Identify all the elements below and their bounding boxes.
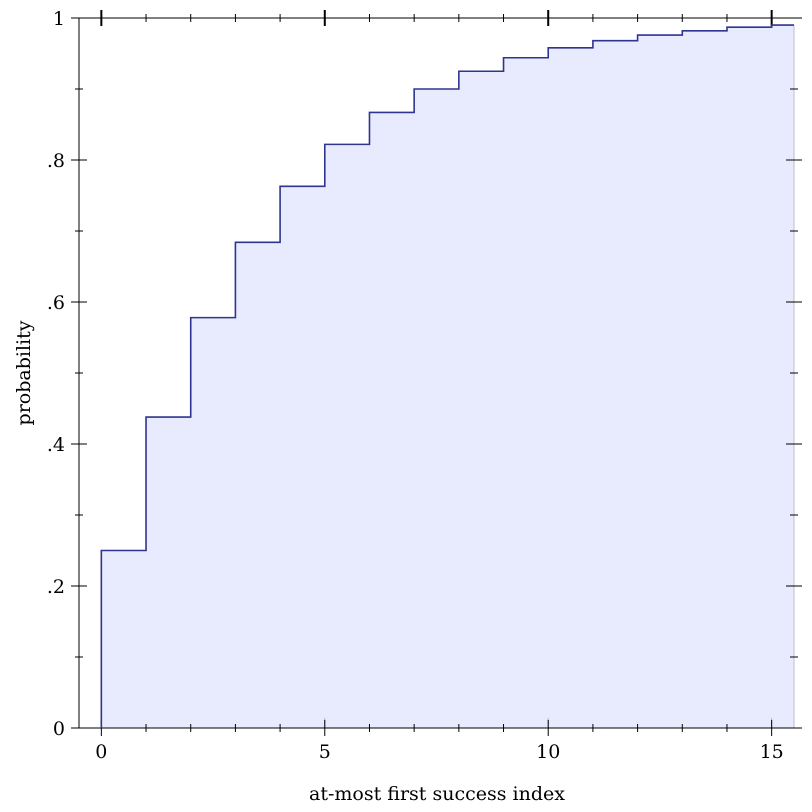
y-tick-label: .2 <box>47 576 65 598</box>
series-line-layer <box>100 24 794 728</box>
x-tick-label: 0 <box>95 741 107 763</box>
y-tick-label: 1 <box>53 8 65 30</box>
x-tick-label: 10 <box>536 741 560 763</box>
y-tick-label: .8 <box>47 150 65 172</box>
axes <box>71 10 802 736</box>
area-fill-layer <box>100 25 795 729</box>
y-axis-title: probability <box>13 320 35 425</box>
tick-labels: 0.2.4.6.810 5 10 15 <box>47 8 784 763</box>
x-tick-label: 15 <box>760 741 784 763</box>
y-tick-label: 0 <box>53 718 65 740</box>
y-tick-label: .4 <box>47 434 65 456</box>
area-fill <box>101 25 795 729</box>
y-tick-label: .6 <box>47 292 65 314</box>
series-step-line <box>100 24 794 728</box>
x-tick-label: 5 <box>319 741 331 763</box>
x-axis-title: at-most first success index <box>309 783 565 805</box>
